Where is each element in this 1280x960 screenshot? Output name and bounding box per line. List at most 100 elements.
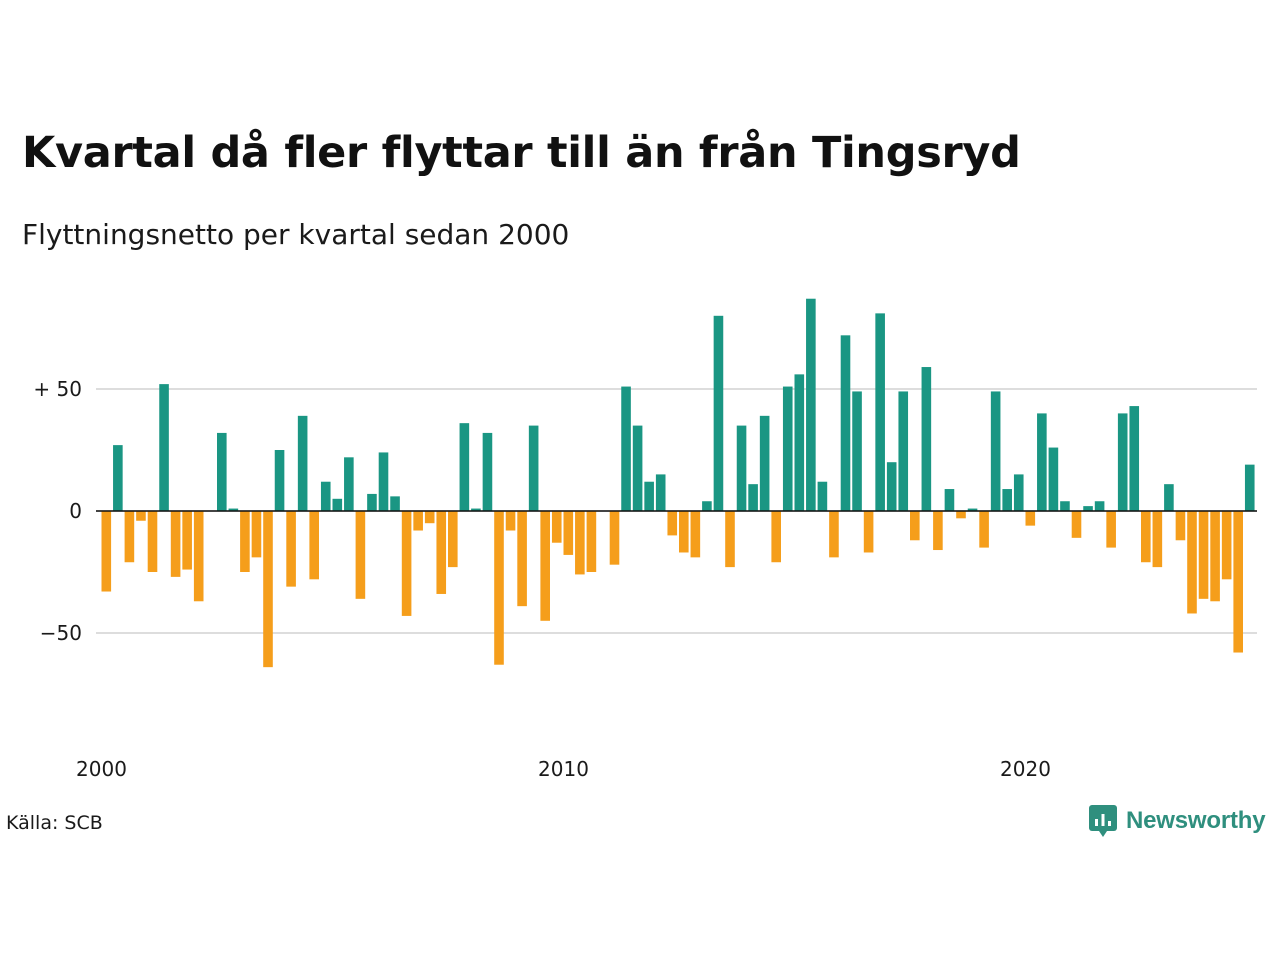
bar-positive — [736, 425, 747, 511]
bar-positive — [320, 481, 331, 511]
bar-negative — [540, 511, 550, 621]
bar-negative — [933, 511, 943, 551]
bar-negative — [170, 511, 181, 577]
bar-negative — [956, 511, 966, 519]
bar-negative — [424, 511, 435, 524]
bar-negative — [1221, 511, 1232, 580]
bar-negative — [401, 511, 412, 616]
bar-positive — [806, 298, 816, 511]
bar-positive — [459, 423, 470, 511]
bar-negative — [136, 511, 146, 521]
bar-negative — [829, 511, 839, 558]
bar-positive — [632, 425, 643, 511]
bar-negative — [355, 511, 366, 599]
bar-negative — [667, 511, 678, 536]
bar-negative — [182, 511, 192, 570]
newsworthy-chart-bubble-icon — [1089, 805, 1117, 837]
y-tick-label: −50 — [40, 621, 82, 645]
bar-negative — [979, 511, 989, 548]
bar-positive — [702, 501, 712, 511]
bars — [96, 298, 1257, 668]
bar-negative — [563, 511, 574, 555]
bar-negative — [448, 511, 458, 568]
bar-negative — [494, 511, 504, 665]
y-tick-label: + 50 — [33, 377, 82, 401]
bar-positive — [217, 432, 227, 511]
bar-negative — [413, 511, 423, 531]
bar-positive — [644, 481, 654, 511]
bar-positive — [1048, 447, 1059, 511]
bar-negative — [240, 511, 250, 572]
bar-positive — [655, 474, 666, 511]
bar-positive — [332, 498, 343, 511]
x-tick-label: 2020 — [1000, 757, 1051, 781]
bar-negative — [124, 511, 135, 563]
chart-subtitle: Flyttningsnetto per kvartal sedan 2000 — [22, 218, 570, 251]
bar-positive — [1129, 406, 1140, 511]
bar-positive — [852, 391, 862, 511]
bar-positive — [378, 452, 389, 511]
bar-positive — [1083, 506, 1093, 511]
bar-negative — [101, 511, 112, 592]
bar-negative — [863, 511, 874, 553]
bar-negative — [505, 511, 516, 531]
bar-positive — [840, 335, 851, 511]
bar-positive — [817, 481, 828, 511]
bar-negative — [193, 511, 204, 602]
bar-negative — [771, 511, 781, 563]
chart-title: Kvartal då fler flyttar till än från Tin… — [22, 128, 1021, 178]
bar-positive — [1094, 501, 1105, 511]
source-note: Källa: SCB — [6, 812, 103, 834]
bar-positive — [748, 484, 758, 511]
x-tick-label: 2000 — [76, 757, 127, 781]
bar-negative — [1025, 511, 1036, 526]
y-tick-label: 0 — [69, 499, 82, 523]
bar-positive — [274, 450, 285, 511]
bar-positive — [482, 432, 493, 511]
bar-negative — [1198, 511, 1209, 599]
bar-negative — [690, 511, 701, 558]
bar-positive — [1060, 501, 1070, 511]
bar-positive — [886, 462, 897, 511]
bar-positive — [794, 374, 805, 511]
bar-negative — [517, 511, 527, 607]
bar-positive — [471, 508, 481, 511]
bar-positive — [113, 445, 123, 511]
bar-negative — [147, 511, 158, 572]
bar-positive — [759, 415, 770, 511]
brand-name: Newsworthy — [1126, 807, 1266, 834]
bar-positive — [228, 508, 239, 511]
bar-positive — [713, 315, 724, 511]
bar-negative — [1106, 511, 1116, 548]
bar-negative — [575, 511, 585, 575]
bar-positive — [528, 425, 539, 511]
bar-negative — [679, 511, 689, 553]
bar-negative — [286, 511, 296, 587]
bar-negative — [1210, 511, 1220, 602]
brand-logo: Newsworthy — [1088, 804, 1266, 838]
bar-positive — [1244, 464, 1255, 511]
bar-positive — [1037, 413, 1047, 511]
bar-negative — [586, 511, 597, 572]
bar-negative — [551, 511, 562, 543]
bar-positive — [967, 508, 978, 511]
bar-positive — [159, 384, 169, 511]
bar-negative — [309, 511, 319, 580]
x-tick-label: 2010 — [538, 757, 589, 781]
bar-negative — [910, 511, 920, 541]
bar-negative — [251, 511, 262, 558]
bar-negative — [1175, 511, 1186, 541]
bar-negative — [436, 511, 447, 594]
bar-positive — [390, 496, 400, 511]
bar-negative — [1233, 511, 1243, 653]
bar-negative — [1141, 511, 1151, 563]
bar-positive — [1164, 484, 1174, 511]
bar-positive — [921, 367, 932, 511]
bar-positive — [367, 493, 377, 511]
bar-positive — [944, 489, 955, 511]
bar-positive — [297, 415, 308, 511]
bar-positive — [1002, 489, 1012, 511]
bar-positive — [875, 313, 885, 511]
bar-positive — [782, 386, 793, 511]
bar-chart: + 50 0 −50 2000 2010 2020 — [33, 298, 1257, 781]
